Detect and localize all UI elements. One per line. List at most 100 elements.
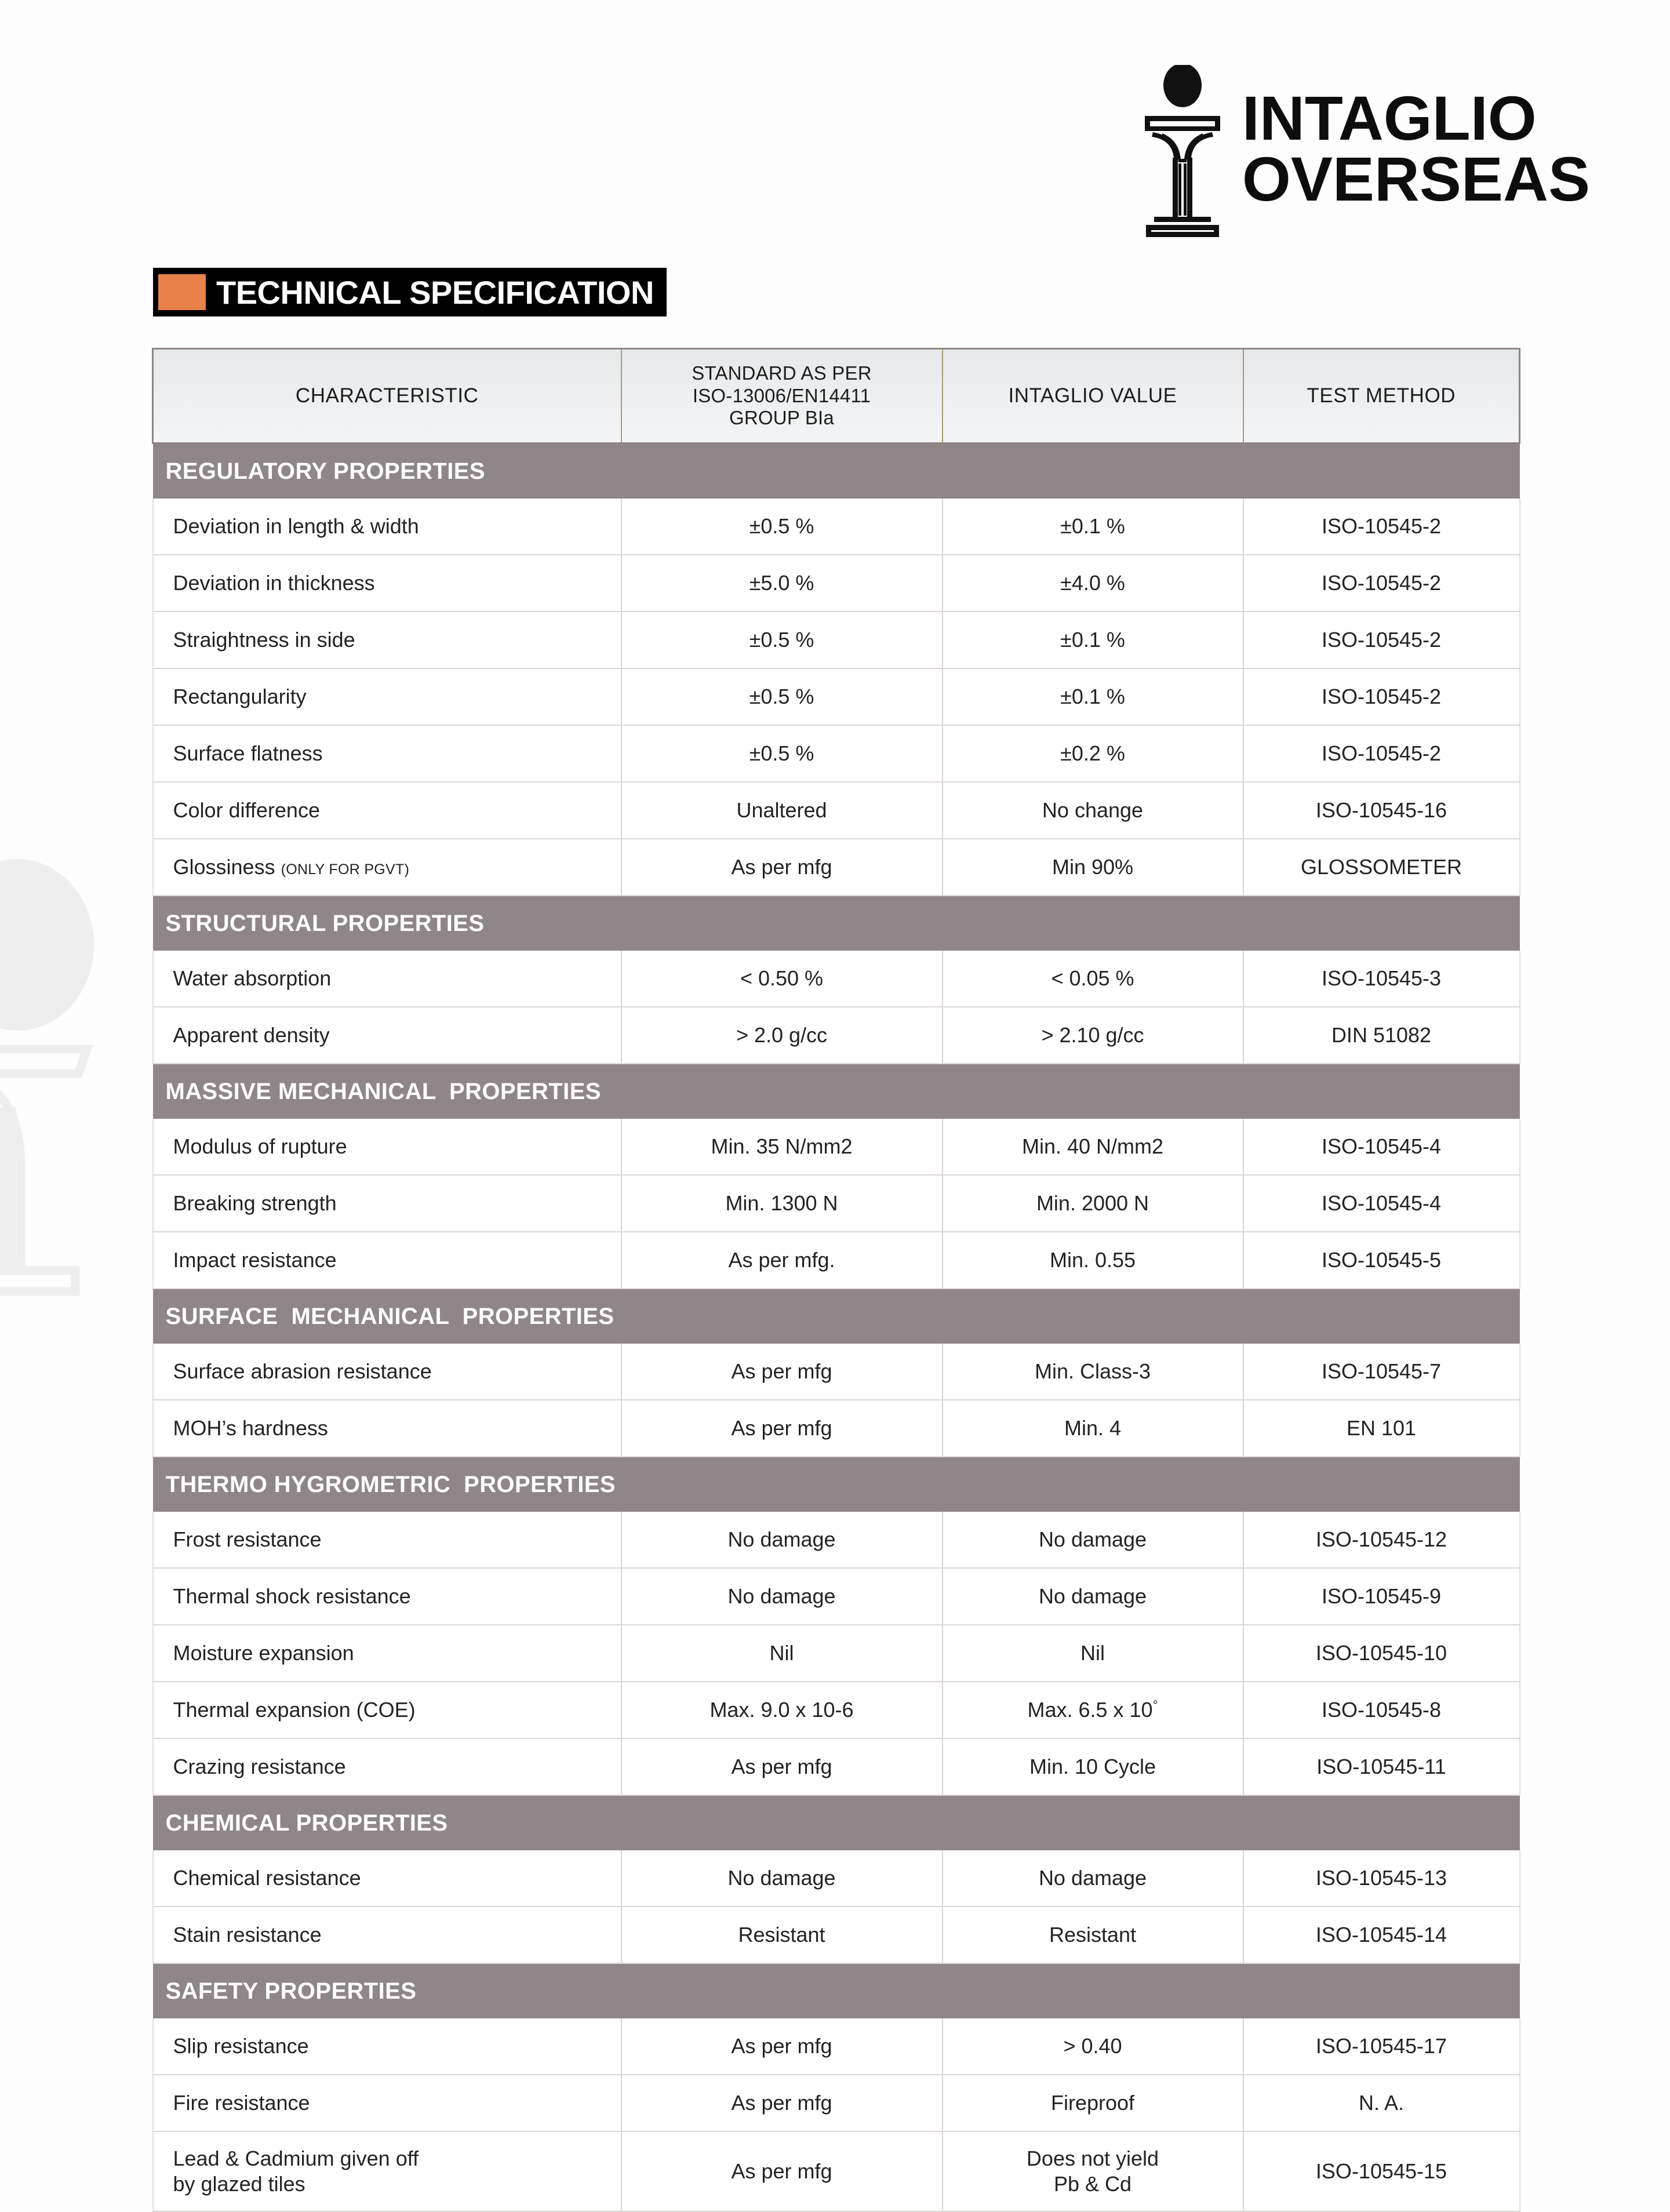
- section-header-row: SURFACE MECHANICAL PROPERTIES: [152, 1289, 1520, 1344]
- cell-intaglio-value: ±0.1 %: [942, 612, 1244, 669]
- cell-test-method: DIN 51082: [1243, 1007, 1520, 1064]
- cell-test-method: ISO-10545-16: [1243, 782, 1520, 839]
- cell-standard-value: As per mfg: [621, 1400, 943, 1457]
- cell-standard-value: Min. 1300 N: [621, 1175, 943, 1232]
- cell-standard-value: As per mfg: [621, 2075, 943, 2132]
- characteristic-note: (ONLY FOR PGVT): [281, 861, 410, 878]
- cell-characteristic: Water absorption: [152, 951, 622, 1007]
- cell-standard-value: ±0.5 %: [621, 612, 943, 669]
- technical-specification-table: CHARACTERISTIC STANDARD AS PER ISO-13006/…: [152, 348, 1520, 2212]
- cell-test-method: ISO-10545-17: [1243, 2018, 1520, 2075]
- cell-characteristic: Thermal expansion (COE): [152, 1682, 622, 1739]
- column-i-icon: [1144, 65, 1220, 237]
- cell-characteristic: Deviation in length & width: [152, 499, 622, 555]
- cell-characteristic: Modulus of rupture: [152, 1119, 622, 1176]
- section-title: CHEMICAL PROPERTIES: [152, 1795, 1520, 1850]
- cell-standard-value: < 0.50 %: [621, 951, 943, 1007]
- section-header-row: CHEMICAL PROPERTIES: [152, 1795, 1520, 1850]
- cell-intaglio-value: Does not yield Pb & Cd: [942, 2131, 1244, 2212]
- cell-test-method: ISO-10545-8: [1243, 1682, 1520, 1739]
- cell-intaglio-value: < 0.05 %: [942, 951, 1244, 1007]
- cell-intaglio-value: Min. 2000 N: [942, 1175, 1244, 1232]
- cell-test-method: ISO-10545-7: [1243, 1344, 1520, 1400]
- logo-line-1: INTAGLIO: [1242, 83, 1537, 153]
- table-row: Chemical resistance No damage No damage ISO…: [152, 1850, 1520, 1907]
- cell-characteristic: Deviation in thickness: [152, 555, 622, 612]
- cell-characteristic: Glossiness (ONLY FOR PGVT): [152, 839, 622, 896]
- table-row: Fire resistance As per mfg Fireproof N. A.: [152, 2075, 1520, 2132]
- cell-intaglio-value: ±0.1 %: [942, 668, 1244, 726]
- cell-test-method: ISO-10545-2: [1243, 725, 1520, 783]
- cell-test-method: ISO-10545-10: [1243, 1625, 1520, 1682]
- cell-test-method: ISO-10545-11: [1243, 1738, 1520, 1796]
- cell-standard-value: Max. 9.0 x 10-6: [621, 1682, 943, 1739]
- column-header-intaglio-value: INTAGLIO VALUE: [942, 348, 1244, 444]
- cell-intaglio-value: Resistant: [942, 1907, 1244, 1964]
- cell-characteristic: Apparent density: [152, 1007, 622, 1064]
- cell-standard-value: As per mfg: [621, 2018, 943, 2075]
- section-title: THERMO HYGROMETRIC PROPERTIES: [152, 1457, 1520, 1512]
- cell-standard-value: As per mfg: [621, 1738, 943, 1796]
- logo-line-2: OVERSEAS: [1242, 143, 1590, 214]
- header-row: CHARACTERISTIC STANDARD AS PER ISO-13006/…: [152, 348, 1520, 444]
- section-title: REGULATORY PROPERTIES: [152, 443, 1520, 499]
- table-row: Deviation in length & width ±0.5 % ±0.1 % I…: [152, 499, 1520, 555]
- cell-characteristic: Surface flatness: [152, 725, 622, 783]
- cell-test-method: ISO-10545-4: [1243, 1119, 1520, 1176]
- cell-test-method: ISO-10545-3: [1243, 951, 1520, 1007]
- table-body: REGULATORY PROPERTIES Deviation in length…: [152, 443, 1520, 2212]
- cell-standard-value: Resistant: [621, 1907, 943, 1964]
- cell-test-method: N. A.: [1243, 2075, 1520, 2132]
- section-header-row: REGULATORY PROPERTIES: [152, 443, 1520, 499]
- cell-intaglio-value: Nil: [942, 1625, 1244, 1682]
- cell-characteristic: Chemical resistance: [152, 1850, 622, 1907]
- cell-test-method: ISO-10545-15: [1243, 2131, 1520, 2212]
- table-row: Stain resistance Resistant Resistant ISO-10…: [152, 1907, 1520, 1964]
- cell-test-method: ISO-10545-9: [1243, 1568, 1520, 1625]
- table-row: Deviation in thickness ±5.0 % ±4.0 % ISO-10…: [152, 555, 1520, 612]
- cell-test-method: ISO-10545-2: [1243, 668, 1520, 726]
- cell-characteristic: Thermal shock resistance: [152, 1568, 622, 1625]
- section-header-row: THERMO HYGROMETRIC PROPERTIES: [152, 1457, 1520, 1512]
- cell-intaglio-value: Min. 40 N/mm2: [942, 1119, 1244, 1176]
- cell-standard-value: As per mfg.: [621, 1232, 943, 1289]
- cell-standard-value: ±0.5 %: [621, 668, 943, 726]
- cell-intaglio-value: ±4.0 %: [942, 555, 1244, 612]
- cell-standard-value: As per mfg: [621, 2131, 943, 2212]
- page-title-banner: TECHNICAL SPECIFICATION: [153, 268, 667, 316]
- cell-characteristic: Surface abrasion resistance: [152, 1344, 622, 1400]
- section-title: STRUCTURAL PROPERTIES: [152, 896, 1520, 951]
- table-row: Impact resistance As per mfg. Min. 0.55 ISO…: [152, 1232, 1520, 1289]
- cell-standard-value: No damage: [621, 1568, 943, 1625]
- accent-swatch: [158, 274, 206, 310]
- cell-characteristic: MOH’s hardness: [152, 1400, 622, 1457]
- cell-test-method: EN 101: [1243, 1400, 1520, 1457]
- cell-characteristic: Lead & Cadmium given off by glazed tiles: [152, 2131, 622, 2212]
- cell-test-method: ISO-10545-12: [1243, 1512, 1520, 1569]
- cell-standard-value: No damage: [621, 1512, 943, 1569]
- cell-intaglio-value: No damage: [942, 1512, 1244, 1569]
- cell-standard-value: As per mfg: [621, 1344, 943, 1400]
- watermark-logo-icon: [0, 859, 94, 1296]
- table-row: Modulus of rupture Min. 35 N/mm2 Min. 40 N…: [152, 1119, 1520, 1176]
- cell-intaglio-value: ±0.1 %: [942, 499, 1244, 555]
- cell-standard-value: ±0.5 %: [621, 499, 943, 555]
- cell-intaglio-value: > 0.40: [942, 2018, 1244, 2075]
- cell-characteristic: Color difference: [152, 782, 622, 839]
- cell-characteristic: Fire resistance: [152, 2075, 622, 2132]
- cell-standard-value: As per mfg: [621, 839, 943, 896]
- table-row: Surface flatness ±0.5 % ±0.2 % ISO-10545-2: [152, 725, 1520, 783]
- table-row: Straightness in side ±0.5 % ±0.1 % ISO-1054…: [152, 612, 1520, 669]
- cell-test-method: ISO-10545-5: [1243, 1232, 1520, 1289]
- cell-test-method: ISO-10545-2: [1243, 555, 1520, 612]
- superscript: °: [1152, 1698, 1158, 1713]
- cell-test-method: GLOSSOMETER: [1243, 839, 1520, 896]
- cell-standard-value: ±0.5 %: [621, 725, 943, 783]
- cell-standard-value: ±5.0 %: [621, 555, 943, 612]
- cell-intaglio-value: Fireproof: [942, 2075, 1244, 2132]
- page-title: TECHNICAL SPECIFICATION: [216, 274, 654, 311]
- cell-characteristic: Frost resistance: [152, 1512, 622, 1569]
- cell-characteristic: Stain resistance: [152, 1907, 622, 1964]
- cell-characteristic: Slip resistance: [152, 2018, 622, 2075]
